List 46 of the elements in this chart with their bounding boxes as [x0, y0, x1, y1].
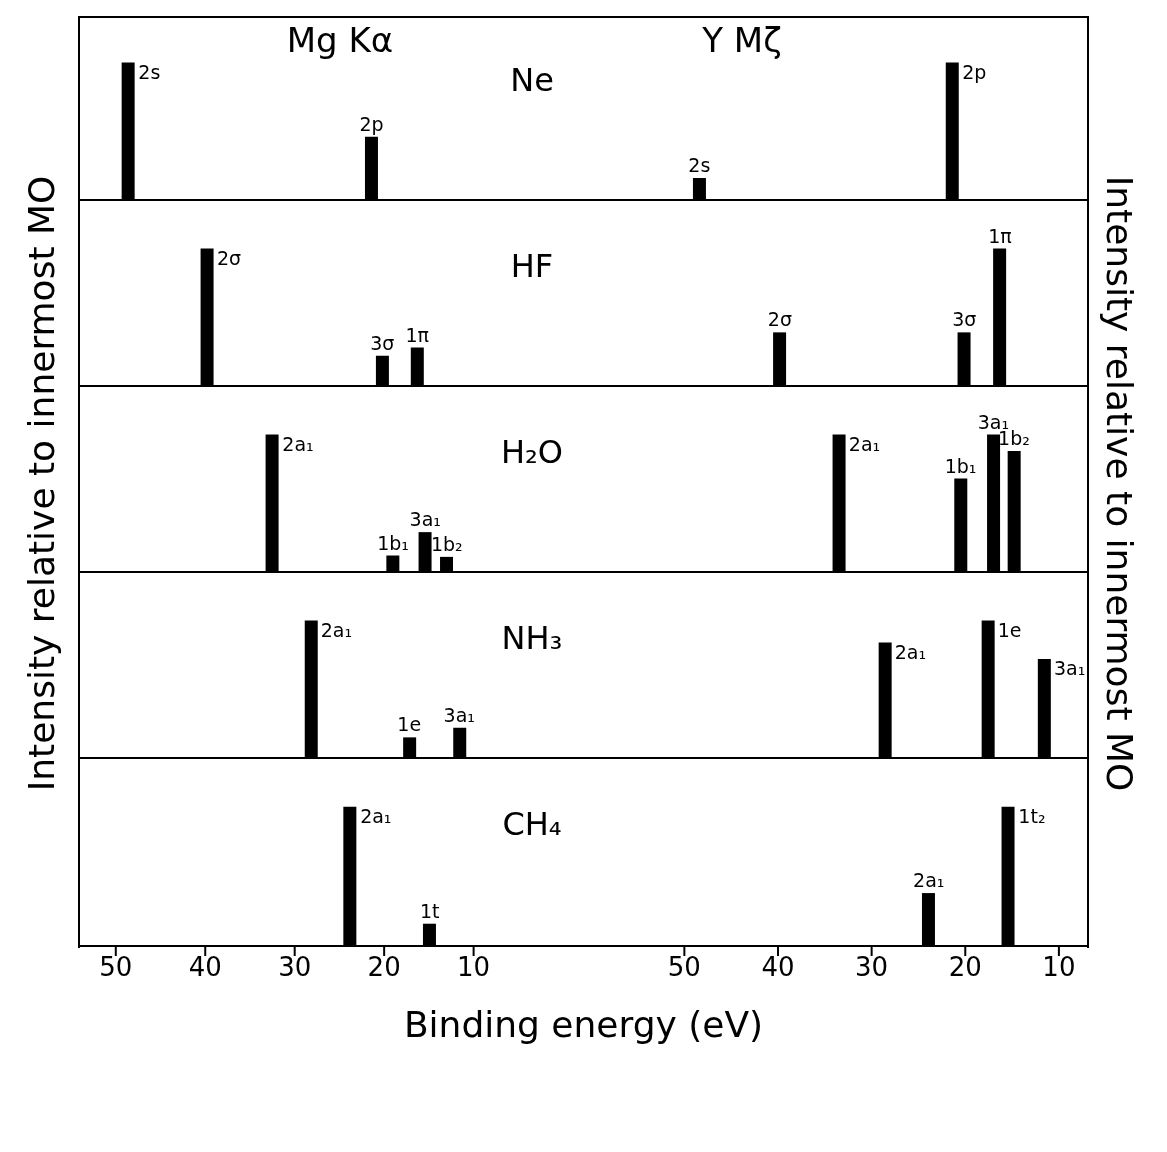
x-tick-label: 10 [457, 952, 491, 983]
annotation: 3σ [370, 331, 395, 354]
text: Y Mζ [701, 20, 783, 60]
y-axis-title: Intensity relative to innermost MO [21, 175, 63, 791]
annotation: 3a₁ [409, 508, 441, 531]
x-tick-label: 20 [948, 952, 982, 983]
chart-title: HF [509, 247, 555, 285]
annotation: 1e [397, 713, 422, 736]
chart-title: Ne [509, 61, 555, 99]
x-tick-label: 50 [667, 952, 701, 983]
x-tick-label: 50 [99, 952, 133, 983]
annotation: 3a₁ [1053, 657, 1086, 679]
annotation: 1t₂ [1018, 804, 1046, 827]
x-axis-title: Binding energy (eV) [402, 1004, 765, 1045]
x-tick-label: 10 [1042, 952, 1076, 983]
annotation: 1t [419, 899, 440, 922]
annotation: 3a₁ [443, 703, 475, 726]
annotation: 2a₁ [913, 869, 945, 892]
annotation: 3σ [952, 308, 977, 331]
y-axis-title: Intensity relative to innermost MO [1099, 175, 1141, 791]
annotation: 2p [359, 112, 384, 135]
x-tick-label: 20 [367, 952, 401, 983]
annotation: 2a₁ [282, 432, 314, 455]
annotation: 2σ [767, 308, 792, 331]
annotation: 1b₁ [944, 454, 977, 477]
annotation: 2s [138, 60, 161, 83]
text: Mg Kα [285, 20, 395, 60]
annotation: 2s [688, 154, 711, 176]
annotation: 2a₁ [360, 804, 392, 827]
annotation: 1π [405, 323, 430, 346]
annotation: 1e [997, 618, 1022, 641]
chart-title: CH₄ [501, 805, 563, 843]
annotation: 2a₁ [894, 640, 927, 663]
x-tick-label: 40 [188, 952, 222, 983]
annotation: 2p [962, 60, 987, 83]
annotation: 1π [988, 224, 1012, 247]
x-tick-label: 30 [278, 952, 312, 983]
annotation: 1b₂ [430, 532, 463, 555]
annotation: 2a₁ [320, 618, 353, 641]
chart-title: H₂O [499, 433, 565, 471]
annotation: 1b₁ [377, 531, 409, 554]
chart-title: NH₃ [500, 619, 564, 657]
x-tick-label: 40 [761, 952, 795, 983]
annotation: 2a₁ [848, 432, 881, 455]
annotation: 2σ [217, 246, 242, 269]
x-tick-label: 30 [855, 952, 889, 983]
